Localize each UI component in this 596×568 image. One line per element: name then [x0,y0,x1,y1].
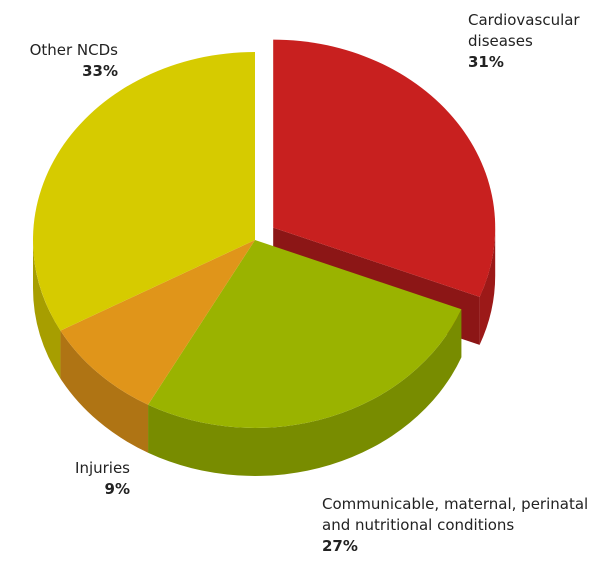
value-label: 33% [82,62,118,80]
pie-slice [273,39,496,297]
pie-slice [148,240,462,428]
category-name: Cardiovascular diseases [468,11,580,50]
slice-label: Communicable, maternal, perinatal and nu… [322,494,594,557]
slice-side [479,227,496,345]
slice-label: Other NCDs 33% [0,40,118,82]
category-name: Communicable, maternal, perinatal and nu… [322,495,589,534]
value-label: 9% [104,480,130,498]
value-label: 27% [322,537,358,555]
slice-side [33,240,61,379]
pie-slice [33,52,256,331]
slice-side [60,330,149,453]
slice-side [148,309,462,477]
value-label: 31% [468,53,504,71]
pie-slice [60,240,255,405]
slice-label: Cardiovascular diseases 31% [468,10,592,73]
slice-label: Injuries 9% [30,458,130,500]
category-name: Injuries [75,459,130,477]
category-name: Other NCDs [29,41,118,59]
